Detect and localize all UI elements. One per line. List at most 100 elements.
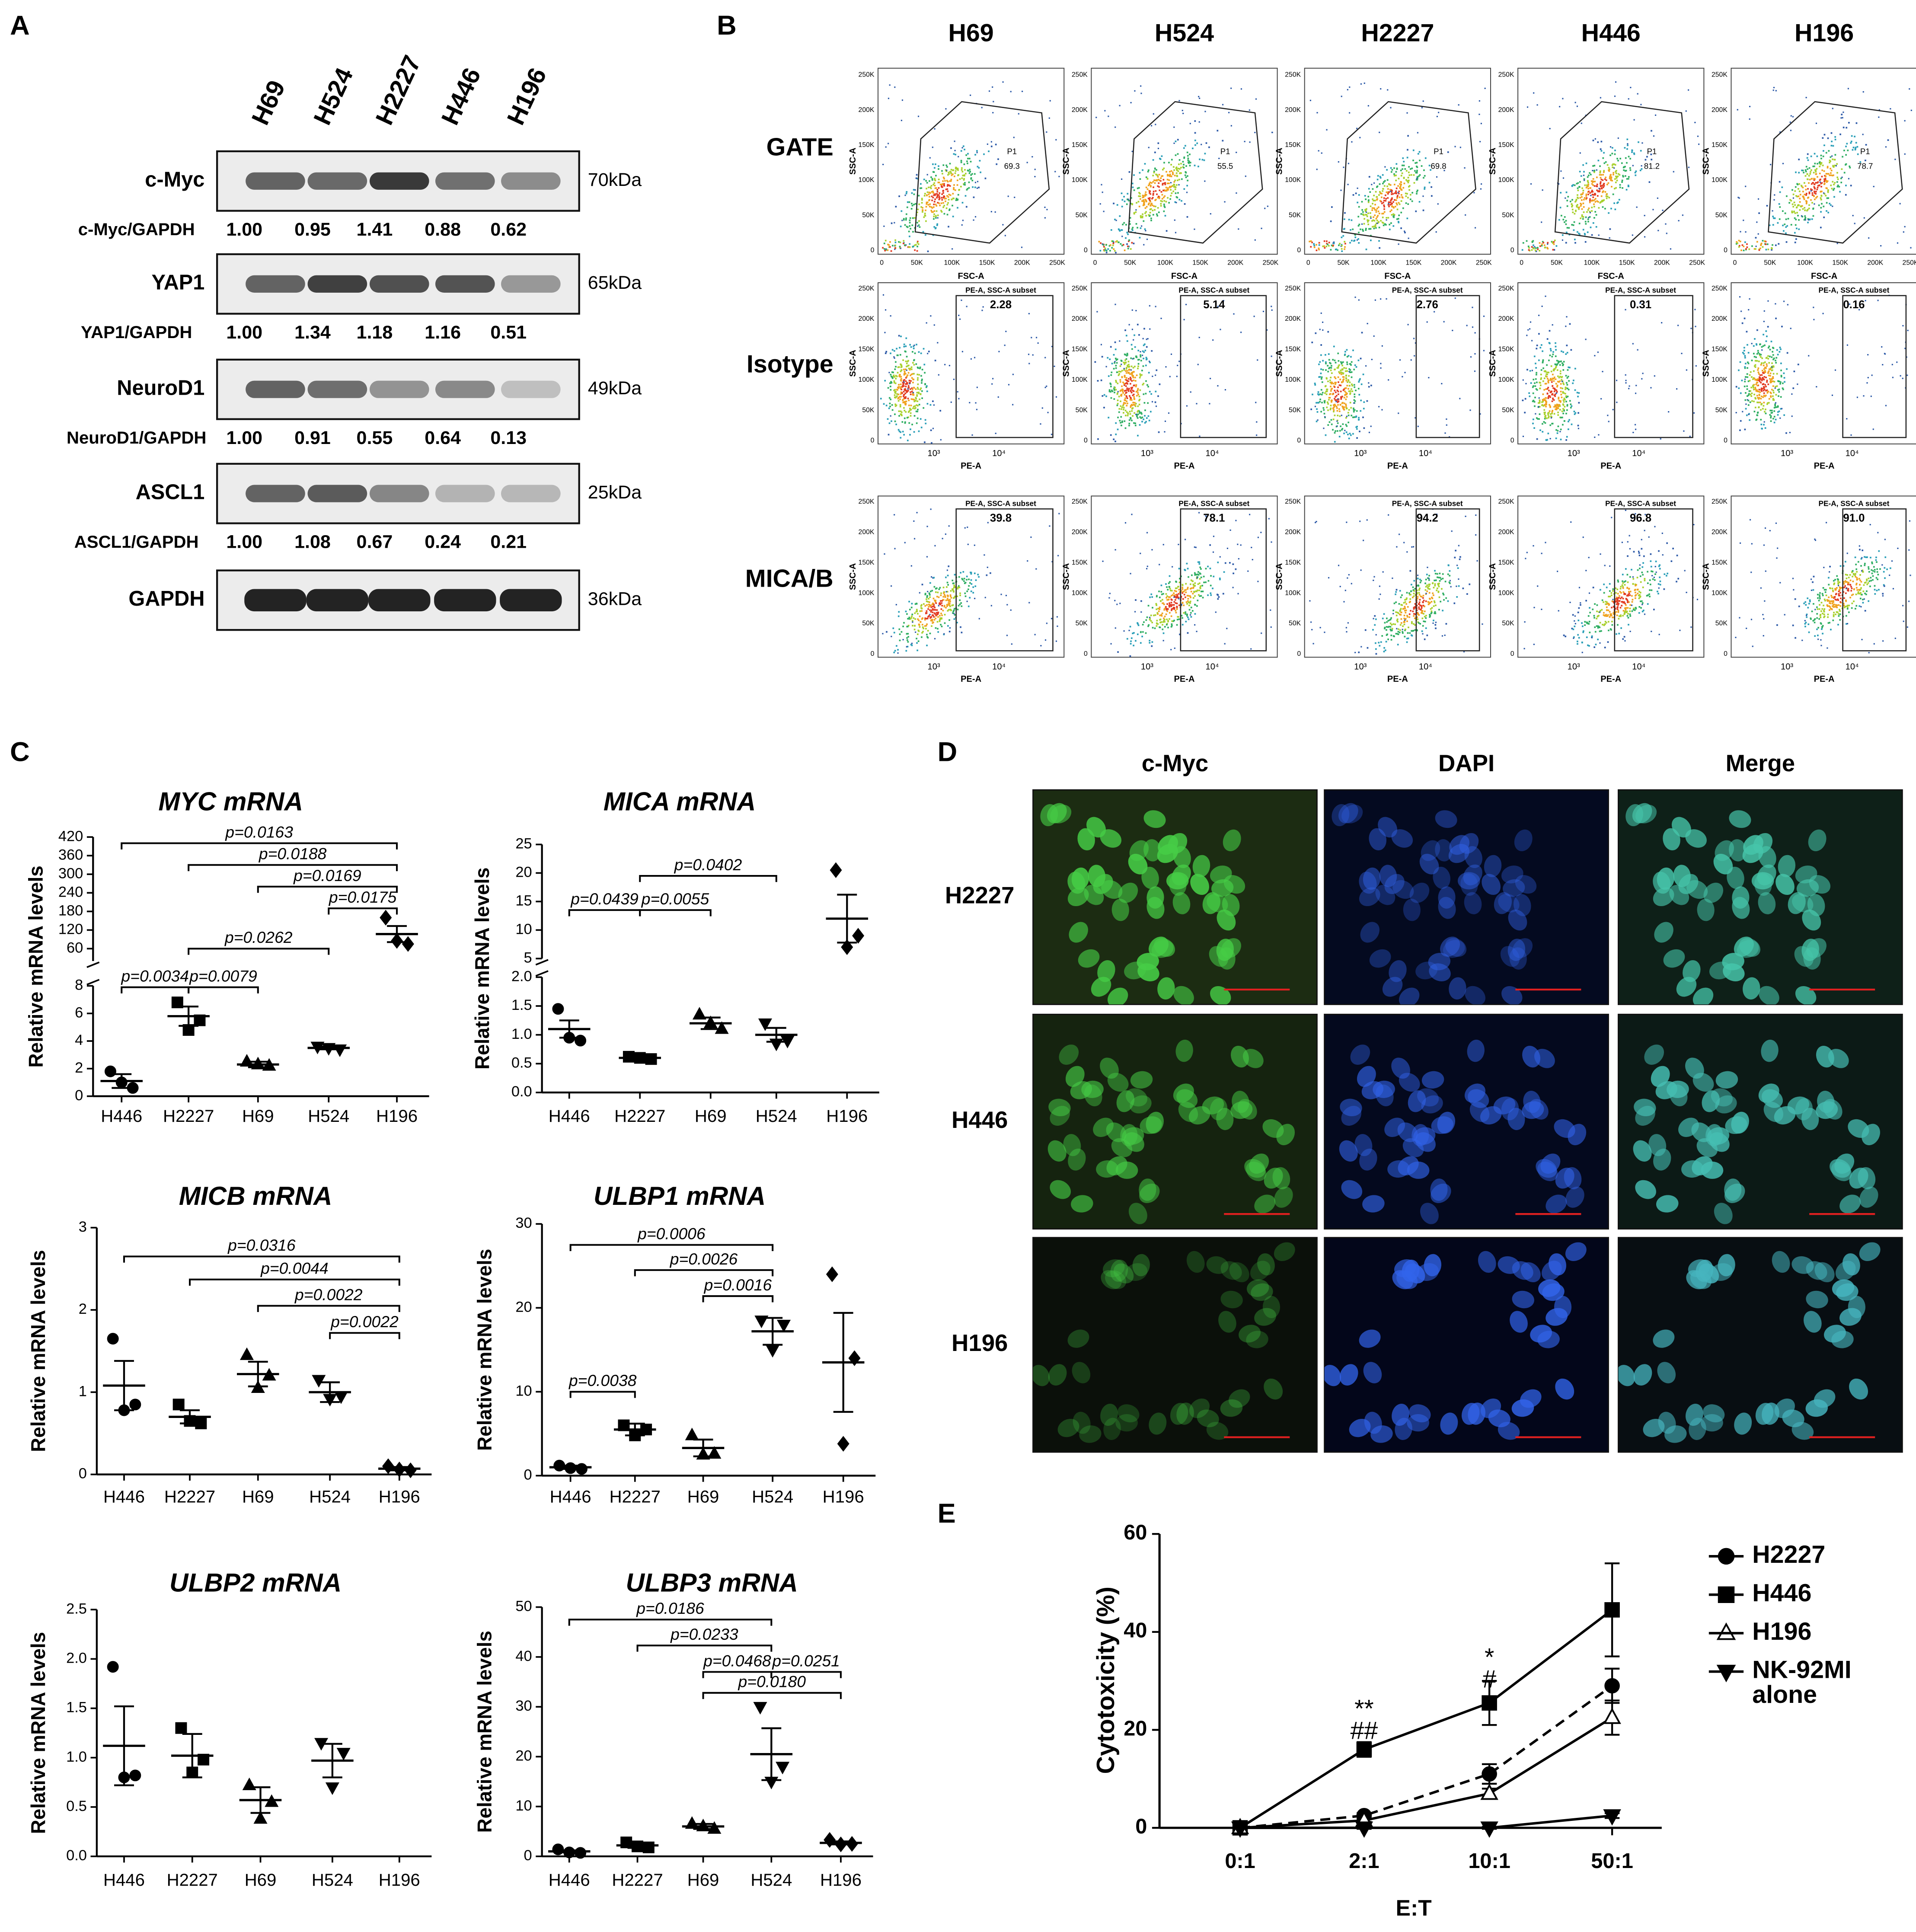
flow-event [1839,191,1841,193]
y-tick-label: 150K [1498,141,1514,149]
flow-event [1536,247,1539,249]
ratio-value: 0.62 [490,219,527,240]
flow-event [1345,398,1347,400]
flow-event [1753,345,1755,347]
flow-event [1772,354,1774,356]
flow-event [1639,169,1641,172]
flow-event [1834,182,1836,184]
x-tick-label: 10³ [1568,449,1580,458]
flow-event [1151,204,1153,206]
flow-event [1362,230,1364,232]
flow-event [1139,195,1141,197]
flow-event [909,408,911,410]
flow-event [958,576,960,578]
flow-event [1535,362,1536,364]
flow-event [979,160,981,162]
flow-event [928,604,930,606]
flow-event [1249,141,1251,143]
flow-event [904,370,906,373]
flow-event [1328,397,1330,399]
flow-event [1046,385,1047,387]
flow-event [933,605,935,607]
flow-event [951,198,953,201]
flow-event [1159,179,1160,182]
flow-event [1526,240,1528,242]
flow-event [1566,316,1568,318]
flow-event [1746,414,1748,416]
flow-event [1395,190,1397,192]
flow-event [1353,384,1355,386]
flow-event [1135,402,1137,405]
flow-event [1759,402,1761,403]
x-tick-label: 10⁴ [1846,449,1859,458]
flow-event [1136,414,1138,416]
flow-event [1821,169,1823,171]
flow-event [1356,128,1358,129]
flow-event [903,391,905,393]
flow-event [1348,388,1349,390]
flow-event [1814,192,1816,194]
flow-event [1542,405,1545,407]
x-axis-label: PE-A [961,461,981,471]
x-axis-label: FSC-A [1384,271,1411,281]
flow-event [882,247,884,249]
flow-event [1390,201,1392,204]
flow-event [1387,197,1389,199]
flow-event [1373,220,1376,222]
flow-event [901,210,903,212]
flow-event [1779,131,1781,133]
flow-event [1119,105,1121,106]
flow-event [1378,212,1380,214]
flow-event [1760,378,1762,380]
flow-event [1131,229,1134,231]
flow-event [1142,169,1143,171]
y-tick-label: 250K [859,71,875,79]
flow-event [1112,241,1114,243]
flow-event [1400,185,1402,187]
flow-event [984,177,987,179]
flow-event [905,337,907,339]
flow-event [953,187,955,189]
flow-event [1354,393,1356,395]
flow-event [1583,175,1585,176]
flow-event [1189,153,1191,155]
flow-event [939,204,941,207]
flow-event [1151,202,1153,204]
flow-event [1770,420,1772,422]
flow-event [1616,176,1618,178]
flow-event [1413,338,1415,339]
flow-event [1764,371,1766,373]
y-tick-label: 200K [1712,106,1728,114]
flow-event [1770,412,1772,414]
flow-event [1340,398,1342,400]
flow-event [933,213,935,215]
y-axis-label: SSC-A [848,148,858,175]
flow-event [1386,169,1388,171]
y-tick-label: 150K [1072,346,1088,353]
flow-event [902,384,904,386]
flow-event [961,224,963,226]
flow-event [1592,170,1593,172]
flow-event [1348,385,1351,387]
flow-event [928,192,930,194]
flow-event [1390,200,1392,201]
y-tick-label: 150K [1285,346,1301,353]
flow-event [1341,244,1343,246]
flow-event [976,409,978,410]
flow-event [1539,429,1541,431]
flow-event [1385,224,1387,226]
flow-event [1803,219,1805,221]
flow-event [1233,313,1235,315]
flow-event [1735,243,1737,245]
flow-event [1578,402,1580,404]
flow-event [959,594,961,597]
flow-event [912,351,913,353]
flow-event [1525,383,1527,384]
flow-event [1745,376,1747,378]
flow-event [1522,399,1524,401]
flow-event [926,634,928,635]
flow-event [1158,211,1160,214]
flow-event [1049,100,1051,102]
flow-event [1768,402,1770,404]
flow-event [1763,390,1765,392]
